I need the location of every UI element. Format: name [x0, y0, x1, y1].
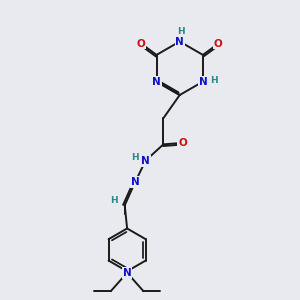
Text: N: N	[123, 268, 131, 278]
Text: H: H	[177, 27, 185, 36]
Text: N: N	[199, 76, 207, 87]
Text: N: N	[131, 177, 140, 187]
Text: N: N	[141, 156, 150, 166]
Text: H: H	[210, 76, 218, 85]
Text: O: O	[178, 138, 187, 148]
Text: N: N	[175, 37, 184, 46]
Text: N: N	[152, 76, 161, 87]
Text: O: O	[137, 39, 146, 49]
Text: H: H	[110, 196, 117, 205]
Text: O: O	[214, 39, 223, 49]
Text: H: H	[131, 153, 139, 162]
